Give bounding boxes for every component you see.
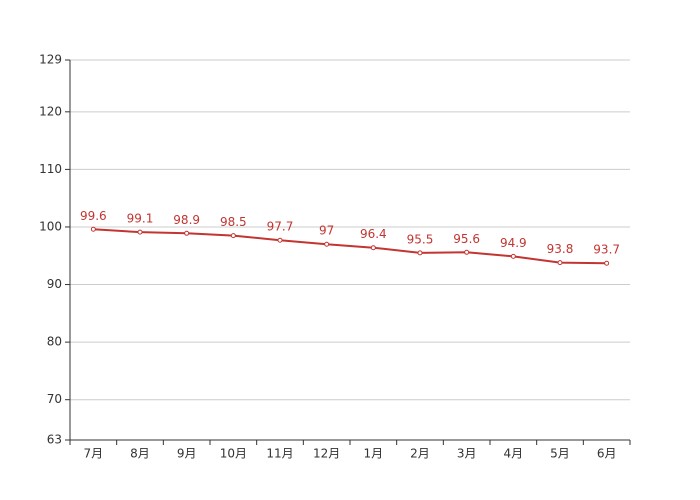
x-tick-label: 1月 (364, 447, 384, 461)
x-tick-label: 8月 (130, 447, 150, 461)
y-tick-label: 70 (47, 392, 62, 406)
point (137, 229, 143, 235)
x-tick-label: 11月 (266, 447, 293, 461)
y-tick-label: 129 (39, 53, 62, 67)
y-tick-label: 100 (39, 219, 62, 233)
point (464, 249, 470, 255)
x-tick-label: 4月 (504, 447, 524, 461)
data-label: 94.9 (500, 236, 527, 250)
x-tick-label: 2月 (410, 447, 430, 461)
x-tick-label: 5月 (550, 447, 570, 461)
point (510, 253, 516, 259)
data-label: 93.7 (593, 243, 620, 257)
line (93, 228, 607, 265)
y-tick-label: 90 (47, 277, 62, 291)
x-tick-label: 7月 (84, 447, 104, 461)
x-tick-label: 3月 (457, 447, 477, 461)
point (370, 245, 376, 251)
x-tick-label: 6月 (597, 447, 617, 461)
data-label: 98.5 (220, 215, 247, 229)
data-label: 98.9 (173, 213, 200, 227)
data-label: 97 (319, 224, 334, 238)
data-label: 97.7 (267, 220, 294, 234)
x-tick-label: 9月 (177, 447, 197, 461)
point (557, 260, 563, 266)
point (184, 230, 190, 236)
data-label: 95.6 (453, 232, 480, 246)
y-tick-label: 110 (39, 162, 62, 176)
point (277, 237, 283, 243)
y-tick-label: 80 (47, 335, 62, 349)
point (90, 226, 96, 232)
x-tick-label: 12月 (313, 447, 340, 461)
data-label: 99.1 (127, 212, 154, 226)
point (417, 250, 423, 256)
point (604, 260, 610, 266)
data-label: 99.6 (80, 209, 107, 223)
data-label: 96.4 (360, 227, 387, 241)
y-tick-label: 63 (47, 433, 62, 447)
x-tick-label: 10月 (220, 447, 247, 461)
point (230, 233, 236, 239)
data-label: 95.5 (407, 232, 434, 246)
point (324, 241, 330, 247)
data-label: 93.8 (547, 242, 574, 256)
y-tick-label: 120 (39, 104, 62, 118)
